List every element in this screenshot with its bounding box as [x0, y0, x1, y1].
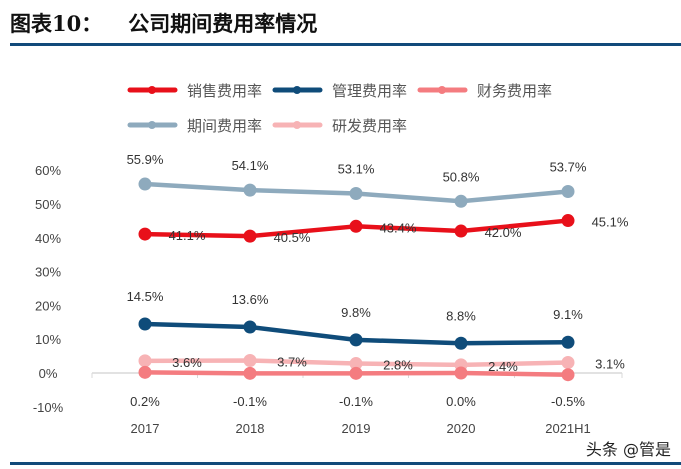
data-point [561, 335, 575, 349]
data-point [454, 194, 468, 208]
data-label: 3.1% [595, 357, 625, 372]
data-label: 0.0% [446, 394, 476, 409]
legend-marker [148, 121, 156, 129]
data-label: 3.7% [277, 354, 307, 369]
watermark: 头条 @管是 [585, 440, 671, 459]
legend-marker [293, 86, 301, 94]
data-point [349, 357, 363, 371]
data-label: 8.8% [446, 308, 476, 323]
x-tick-label: 2017 [131, 421, 160, 436]
data-label: 53.7% [550, 159, 587, 174]
data-point [561, 184, 575, 198]
x-tick-label: 2020 [447, 421, 476, 436]
y-tick-label: 40% [35, 231, 61, 246]
data-point [243, 366, 257, 380]
data-point [243, 320, 257, 334]
data-label: 9.8% [341, 305, 371, 320]
y-tick-label: 30% [35, 265, 61, 280]
data-point [243, 353, 257, 367]
data-point [349, 219, 363, 233]
y-tick-label: 0% [39, 366, 58, 381]
data-point [138, 365, 152, 379]
data-point [454, 224, 468, 238]
data-label: 53.1% [338, 162, 375, 177]
legend-label: 管理费用率 [332, 83, 407, 100]
legend-marker [438, 86, 446, 94]
data-point [561, 368, 575, 382]
data-label: 42.0% [485, 225, 522, 240]
data-point [349, 366, 363, 380]
data-label: 55.9% [127, 152, 164, 167]
data-point [138, 227, 152, 241]
y-tick-label: 50% [35, 197, 61, 212]
data-label: -0.1% [233, 394, 267, 409]
data-point [349, 333, 363, 347]
data-label: 2.4% [488, 359, 518, 374]
data-label: 3.6% [172, 355, 202, 370]
data-label: 41.1% [169, 228, 206, 243]
data-point [243, 183, 257, 197]
legend-label: 销售费用率 [187, 83, 262, 100]
data-label: -0.5% [551, 394, 585, 409]
data-label: 9.1% [553, 307, 583, 322]
legend-marker [293, 121, 301, 129]
data-label: 13.6% [232, 292, 269, 307]
data-label: 14.5% [127, 289, 164, 304]
x-tick-label: 2018 [236, 421, 265, 436]
data-point [138, 354, 152, 368]
legend-label: 期间费用率 [187, 118, 262, 135]
y-tick-label: 10% [35, 332, 61, 347]
legend-label: 财务费用率 [477, 83, 552, 100]
data-label: 2.8% [383, 358, 413, 373]
y-tick-label: 60% [35, 163, 61, 178]
y-tick-label: -10% [33, 400, 64, 415]
data-label: 0.2% [130, 394, 160, 409]
legend-marker [148, 86, 156, 94]
data-label: 45.1% [592, 215, 629, 230]
data-point [138, 177, 152, 191]
data-point [349, 187, 363, 201]
data-point [454, 336, 468, 350]
y-tick-label: 20% [35, 298, 61, 313]
bottom-rule [10, 462, 681, 465]
x-tick-label: 2019 [342, 421, 371, 436]
data-point [138, 317, 152, 331]
chart-title: 公司期间费用率情况 [128, 12, 318, 36]
data-point [243, 229, 257, 243]
x-tick-label: 2021H1 [545, 421, 591, 436]
title-rule [10, 43, 681, 46]
data-label: 50.8% [443, 169, 480, 184]
data-point [454, 366, 468, 380]
figure-title: 图表10： 公司期间费用率情况 [10, 8, 317, 38]
data-point [561, 356, 575, 370]
figure-label: 图表10： [10, 11, 103, 36]
data-point [561, 214, 575, 228]
data-label: -0.1% [339, 394, 373, 409]
legend-label: 研发费用率 [332, 118, 407, 135]
data-label: 43.4% [380, 220, 417, 235]
data-label: 54.1% [232, 158, 269, 173]
data-label: 40.5% [274, 230, 311, 245]
